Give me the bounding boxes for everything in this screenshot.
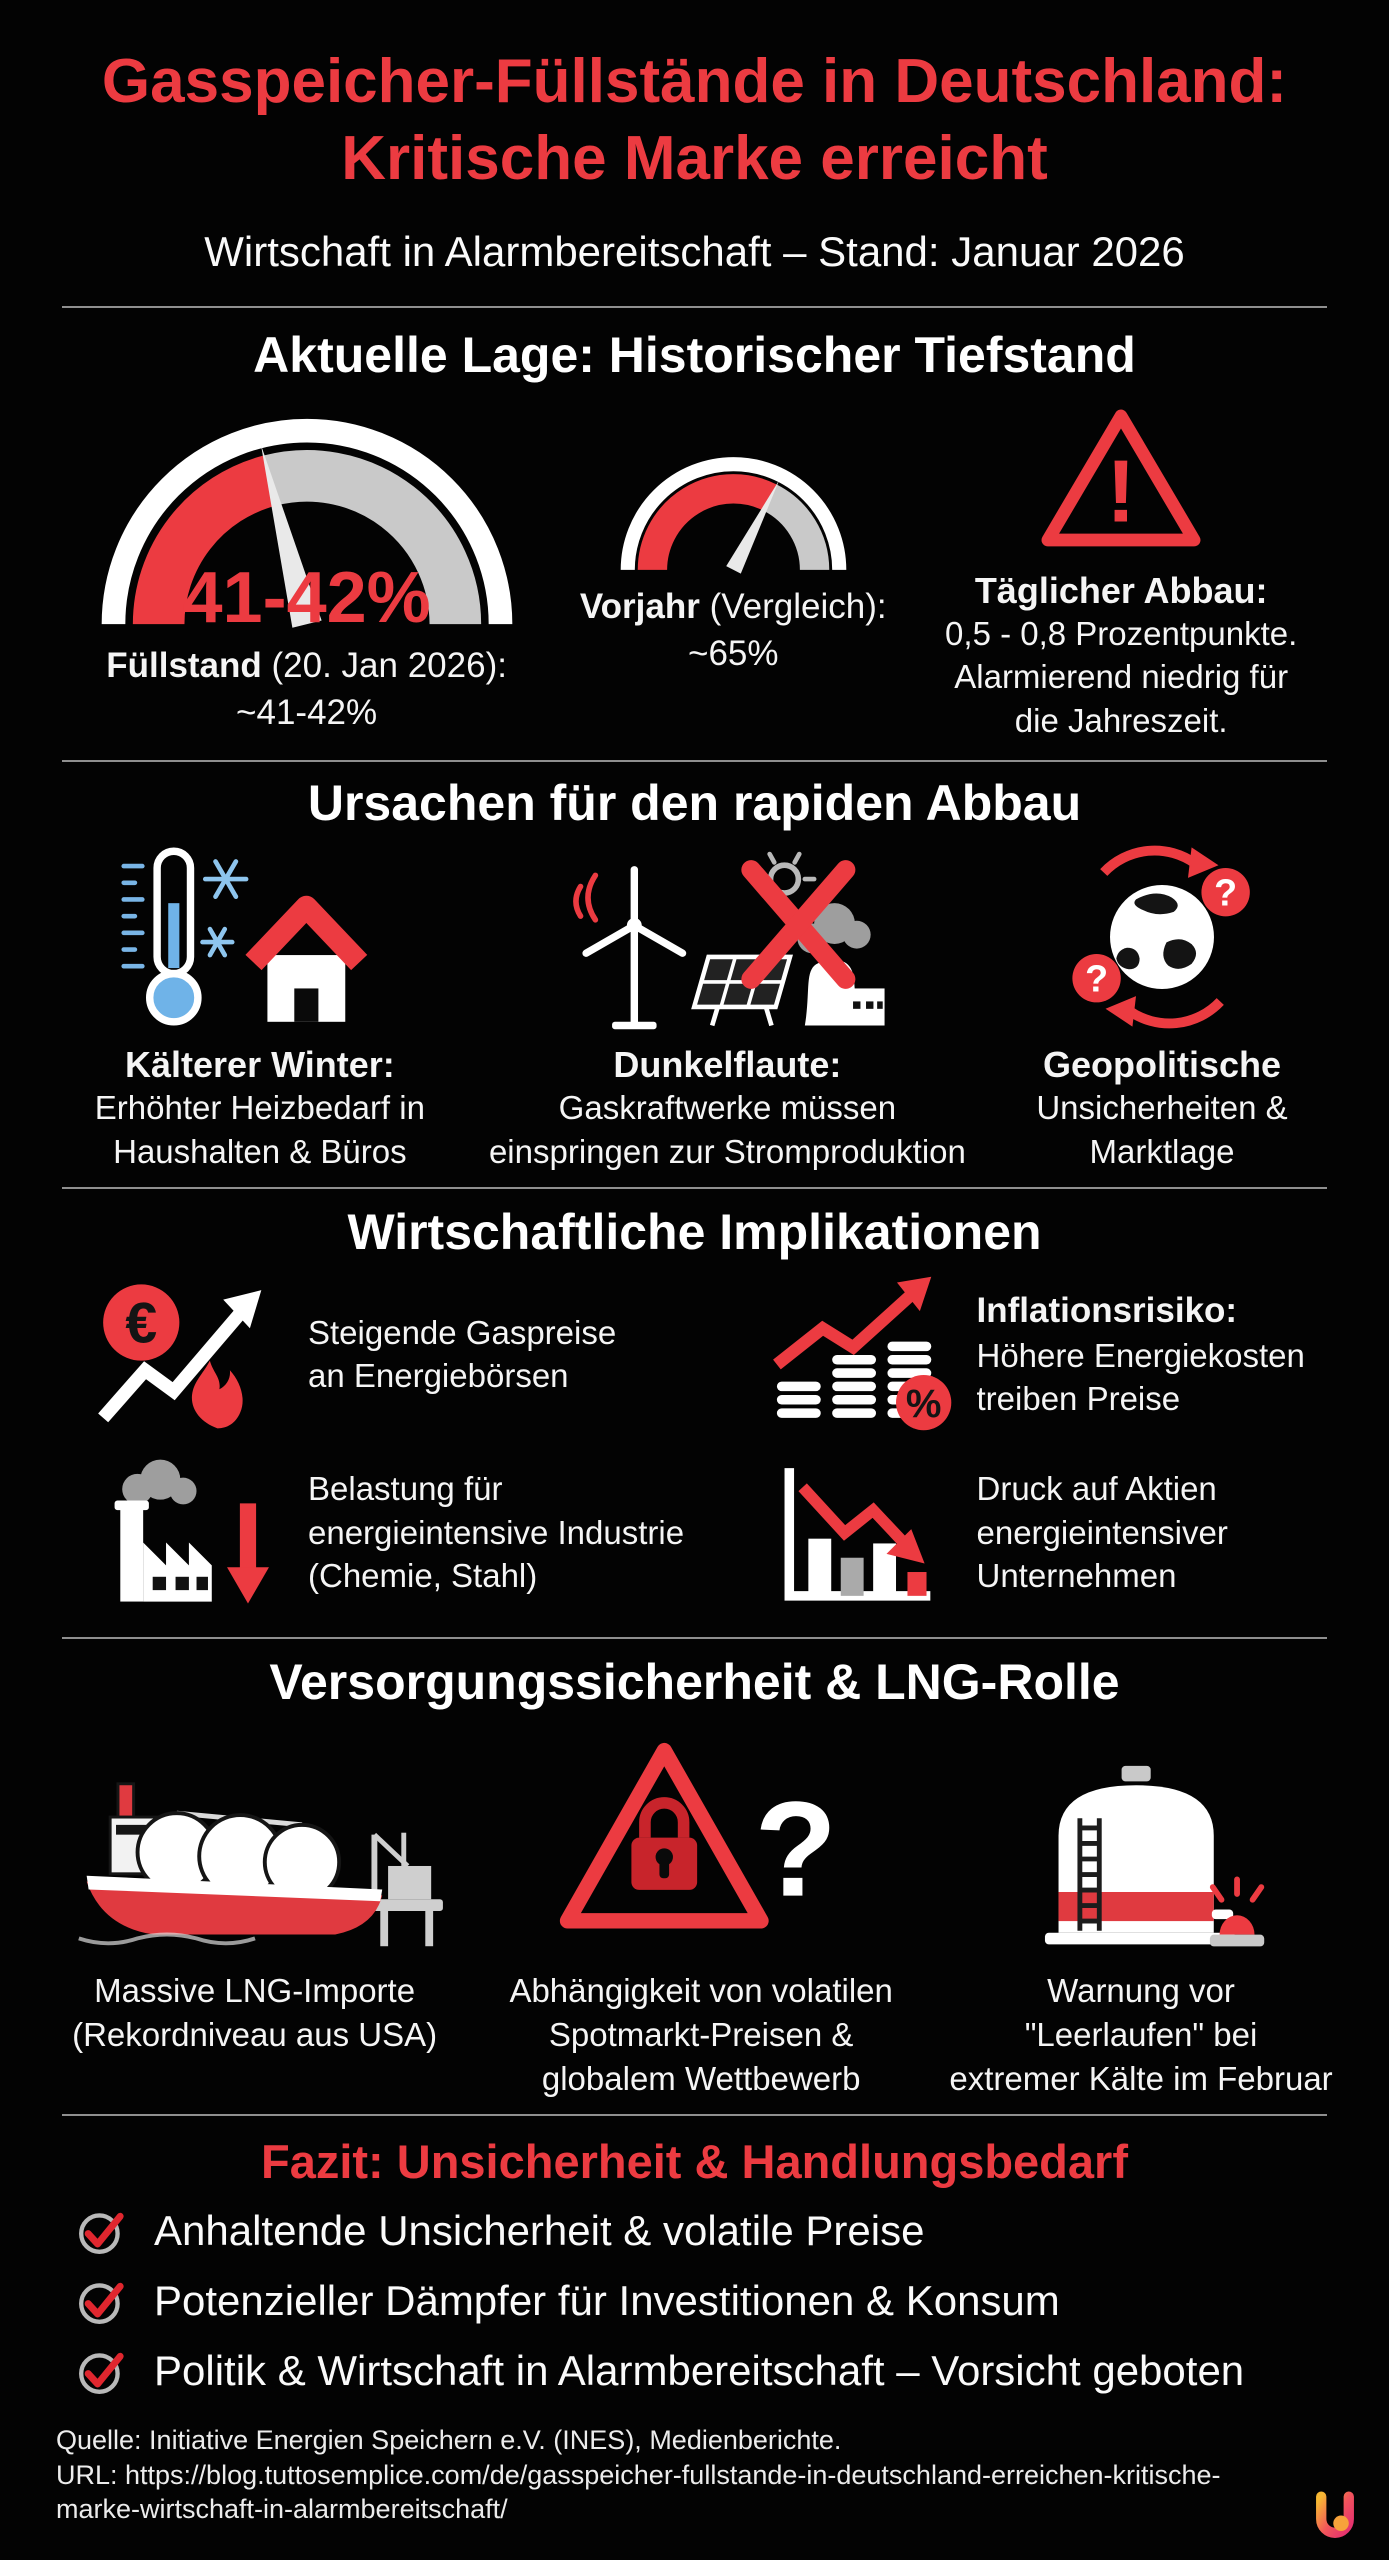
economy-cell-stocks: Druck auf Aktien energieintensiver Unter…	[695, 1451, 1326, 1613]
economy-cell-inflation: % Inflationsrisiko: Höhere Energiekosten…	[695, 1273, 1326, 1435]
divider	[62, 1637, 1327, 1640]
cause-body: Unsicherheiten & Marktlage	[1036, 1089, 1288, 1170]
svg-text:?: ?	[1214, 872, 1237, 914]
cause-body: Erhöhter Heizbedarf in Haushalten & Büro…	[94, 1089, 425, 1170]
stocks-pressure-icon	[751, 1451, 961, 1613]
supply-text: Warnung vor "Leerlaufen" bei extremer Kä…	[949, 1972, 1333, 2097]
fill-level-value: 41-42%	[182, 557, 431, 638]
cause-title: Dunkelflaute:	[613, 1044, 842, 1086]
economy-cell-industry: Belastung für energieintensive Industrie…	[64, 1451, 695, 1613]
page-title-line1: Gasspeicher-Füllstände in Deutschland:	[101, 47, 1288, 116]
page-title: Gasspeicher-Füllstände in Deutschland: K…	[0, 44, 1389, 198]
conclusion-item: Potenzieller Dämpfer für Investitionen &…	[76, 2275, 1389, 2327]
economy-cell-gas-prices: € Steigende Gaspreise an Energiebörsen	[64, 1273, 695, 1435]
cause-title: Geopolitische	[1042, 1044, 1282, 1086]
warning-triangle-icon: !	[1041, 409, 1201, 547]
geopolitics-globe-icon: ? ?	[1037, 842, 1287, 1032]
storage-empty-warning-icon	[1016, 1719, 1266, 1957]
current-status-row: 41-42% Füllstand (20. Jan 2026): ~41-42%…	[0, 394, 1389, 743]
cause-cold-winter: Kälterer Winter: Erhöhter Heizbedarf in …	[36, 842, 484, 1173]
svg-text:?: ?	[1085, 958, 1108, 1000]
divider	[62, 305, 1327, 308]
svg-text:€: €	[125, 1292, 157, 1356]
inflation-risk-icon: %	[751, 1273, 961, 1435]
conclusion-item-label: Anhaltende Unsicherheit & volatile Preis…	[154, 2207, 925, 2255]
section-title-supply: Versorgungssicherheit & LNG-Rolle	[269, 1654, 1120, 1711]
cause-body: Gaskraftwerke müssen einspringen zur Str…	[488, 1089, 966, 1170]
economy-text: Druck auf Aktien energieintensiver Unter…	[976, 1470, 1228, 1595]
main-gauge: 41-42%	[92, 394, 522, 638]
supply-storage-warning: Warnung vor "Leerlaufen" bei extremer Kä…	[921, 1719, 1361, 2100]
check-icon	[79, 2212, 124, 2255]
supply-text: Abhängigkeit von volatilen Spotmarkt-Pre…	[509, 1972, 893, 2097]
economy-grid: € Steigende Gaspreise an Energiebörsen	[0, 1273, 1389, 1629]
cold-winter-icon	[115, 842, 405, 1032]
lng-ship-icon	[55, 1719, 455, 1957]
check-icon	[79, 2352, 124, 2395]
daily-decline-column: ! Täglicher Abbau: 0,5 - 0,8 Prozentpunk…	[901, 394, 1341, 743]
causes-row: Kälterer Winter: Erhöhter Heizbedarf in …	[0, 842, 1389, 1173]
gas-price-rise-icon: €	[82, 1273, 292, 1435]
source-line: Quelle: Initiative Energien Speichern e.…	[56, 2425, 842, 2456]
supply-row: Massive LNG-Importe (Rekordniveau aus US…	[0, 1719, 1389, 2100]
page-subtitle: Wirtschaft in Alarmbereitschaft – Stand:…	[204, 227, 1185, 275]
daily-decline-title: Täglicher Abbau:	[974, 569, 1268, 611]
divider	[62, 760, 1327, 763]
economy-text: Belastung für energieintensive Industrie…	[308, 1470, 685, 1595]
supply-lng-imports: Massive LNG-Importe (Rekordniveau aus US…	[28, 1719, 481, 2056]
source-footer: Quelle: Initiative Energien Speichern e.…	[0, 2423, 1330, 2527]
dunkelflaute-icon	[567, 842, 887, 1032]
conclusion-item: Politik & Wirtschaft in Alarmbereitschaf…	[76, 2345, 1389, 2397]
economy-text: Steigende Gaspreise an Energiebörsen	[308, 1313, 617, 1395]
fill-level-column: 41-42% Füllstand (20. Jan 2026): ~41-42%	[48, 394, 565, 737]
source-url: URL: https://blog.tuttosemplice.com/de/g…	[56, 2459, 1221, 2525]
previous-year-caption: Vorjahr (Vergleich): ~65%	[580, 584, 887, 678]
page-title-line2: Kritische Marke erreicht	[341, 123, 1048, 193]
svg-text:!: !	[1106, 441, 1135, 540]
conclusion-item-label: Potenzieller Dämpfer für Investitionen &…	[154, 2277, 1060, 2325]
divider	[62, 2114, 1327, 2117]
cause-geopolitics: ? ? Geopolitische Unsicherheiten & Markt…	[971, 842, 1353, 1173]
gauge-icon	[101, 418, 512, 628]
supply-text: Massive LNG-Importe (Rekordniveau aus US…	[72, 1972, 438, 2054]
section-title-conclusion: Fazit: Unsicherheit & Handlungsbedarf	[261, 2135, 1128, 2189]
conclusion-item-label: Politik & Wirtschaft in Alarmbereitschaf…	[154, 2347, 1245, 2395]
economy-text: Inflationsrisiko: Höhere Energiekosten t…	[976, 1291, 1305, 1418]
previous-year-column: Vorjahr (Vergleich): ~65%	[565, 394, 901, 678]
section-title-current-status: Aktuelle Lage: Historischer Tiefstand	[253, 326, 1136, 383]
gauge-small-icon	[620, 456, 847, 574]
daily-decline-body: 0,5 - 0,8 Prozentpunkte. Alarmierend nie…	[945, 614, 1298, 739]
industry-burden-icon	[82, 1451, 292, 1613]
cause-dunkelflaute: Dunkelflaute: Gaskraftwerke müssen einsp…	[484, 842, 971, 1173]
section-title-causes: Ursachen für den rapiden Abbau	[307, 775, 1082, 832]
check-icon	[79, 2282, 124, 2325]
conclusion-list: Anhaltende Unsicherheit & volatile Preis…	[0, 2205, 1389, 2397]
brand-logo-icon	[1316, 2491, 1354, 2538]
supply-spot-market: ? Abhängigkeit von volatilen Spotmarkt-P…	[481, 1719, 921, 2100]
cause-title: Kälterer Winter:	[125, 1044, 395, 1086]
section-title-economy: Wirtschaftliche Implikationen	[347, 1204, 1042, 1261]
fill-level-caption: Füllstand (20. Jan 2026): ~41-42%	[106, 643, 507, 737]
conclusion-item: Anhaltende Unsicherheit & volatile Preis…	[76, 2205, 1389, 2257]
previous-year-caption-value: ~65%	[688, 633, 779, 673]
fill-level-caption-value: ~41-42%	[236, 692, 378, 732]
svg-text:?: ?	[755, 1773, 838, 1925]
divider	[62, 1187, 1327, 1190]
svg-text:%: %	[905, 1382, 941, 1426]
spot-market-risk-icon: ?	[556, 1719, 846, 1957]
